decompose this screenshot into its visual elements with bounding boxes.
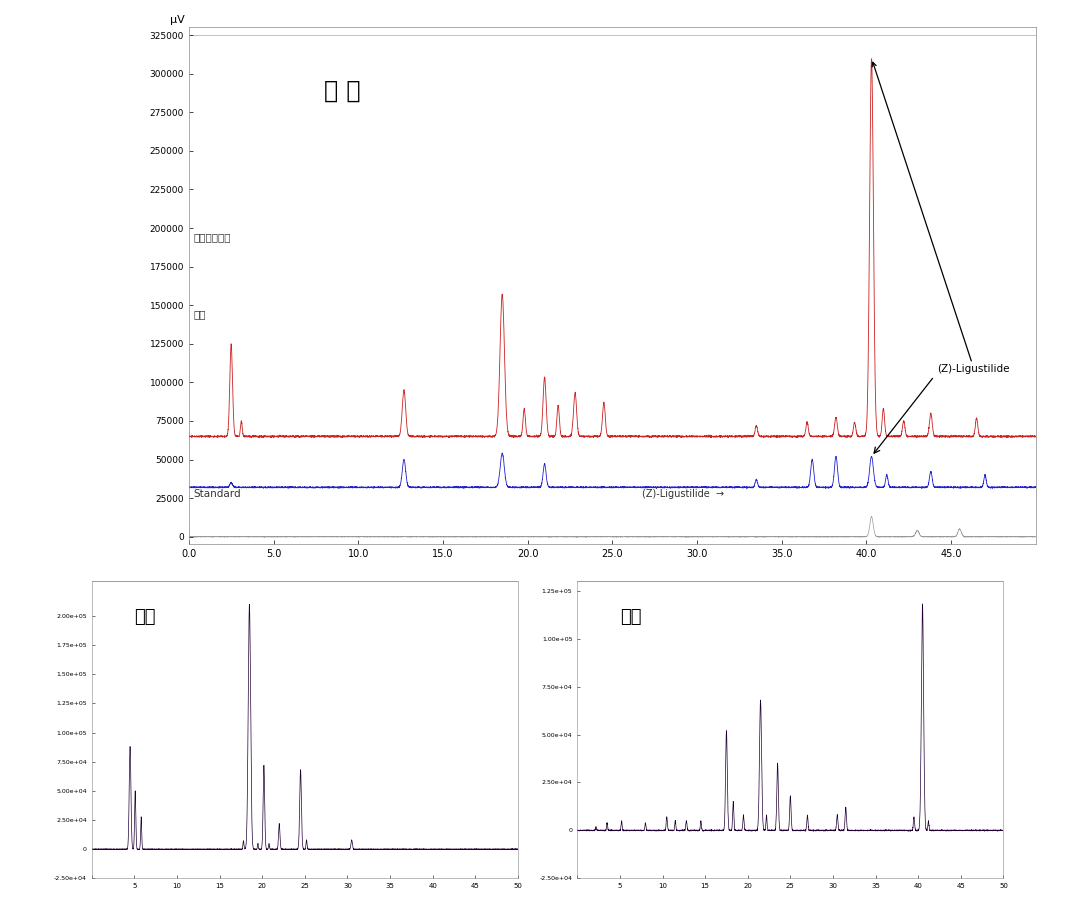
Text: 천 궁: 천 궁 [325,80,360,103]
Text: 사물당가감방: 사물당가감방 [193,231,231,242]
Text: (Z)-Ligustilide  →: (Z)-Ligustilide → [642,489,724,499]
Text: 당궨: 당궨 [619,608,641,626]
Text: 작약: 작약 [135,608,155,626]
Text: 승국: 승국 [193,309,206,319]
Text: μV: μV [169,15,185,25]
Text: Standard: Standard [193,489,241,499]
Text: (Z)-Ligustilide: (Z)-Ligustilide [872,62,1010,373]
